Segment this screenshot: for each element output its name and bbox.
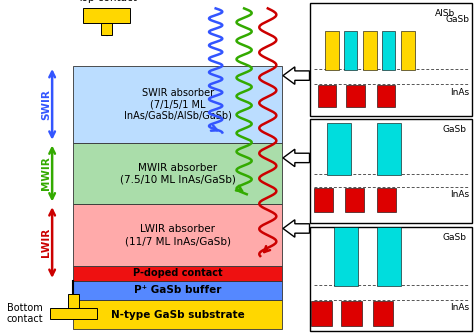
- Text: Bottom
contact: Bottom contact: [6, 303, 43, 325]
- Bar: [325, 31, 339, 70]
- Bar: [310, 119, 472, 223]
- Bar: [363, 31, 377, 70]
- Bar: [73, 142, 282, 204]
- Bar: [377, 188, 396, 212]
- Bar: [377, 85, 395, 107]
- Bar: [341, 301, 362, 326]
- Text: Top contact: Top contact: [77, 0, 137, 3]
- Bar: [73, 281, 282, 300]
- Text: P⁺ GaSb buffer: P⁺ GaSb buffer: [134, 285, 221, 295]
- Text: SWIR absorber
(7/1/5/1 ML
InAs/GaSb/AlSb/GaSb): SWIR absorber (7/1/5/1 ML InAs/GaSb/AlSb…: [124, 88, 232, 121]
- Text: LWIR absorber
(11/7 ML InAs/GaSb): LWIR absorber (11/7 ML InAs/GaSb): [125, 224, 231, 246]
- Text: SWIR: SWIR: [41, 89, 52, 120]
- Text: InAs: InAs: [450, 303, 469, 312]
- Bar: [50, 308, 97, 320]
- Bar: [334, 227, 358, 286]
- Bar: [311, 301, 332, 326]
- Text: MW: MW: [233, 0, 255, 2]
- Text: InAs: InAs: [450, 88, 469, 97]
- Bar: [382, 31, 395, 70]
- Text: LW: LW: [259, 0, 276, 2]
- Bar: [310, 3, 472, 116]
- Bar: [314, 188, 333, 212]
- Bar: [101, 23, 112, 35]
- Bar: [377, 123, 401, 175]
- Text: MWIR: MWIR: [41, 157, 52, 190]
- Bar: [327, 123, 351, 175]
- Text: P-doped contact: P-doped contact: [133, 268, 223, 279]
- Bar: [73, 266, 282, 281]
- Bar: [73, 204, 282, 266]
- Bar: [373, 301, 393, 326]
- Text: GaSb: GaSb: [443, 125, 467, 134]
- Bar: [73, 300, 282, 329]
- Bar: [346, 85, 365, 107]
- Text: GaSb: GaSb: [445, 15, 469, 24]
- Bar: [83, 8, 130, 23]
- Bar: [318, 85, 336, 107]
- Text: GaSb: GaSb: [443, 233, 467, 242]
- Bar: [344, 31, 357, 70]
- Bar: [377, 227, 401, 286]
- Bar: [68, 294, 79, 308]
- Polygon shape: [283, 67, 310, 84]
- Text: SW: SW: [206, 0, 225, 2]
- Bar: [310, 227, 472, 331]
- Bar: [345, 188, 364, 212]
- Text: AlSb: AlSb: [435, 9, 455, 18]
- Text: InAs: InAs: [450, 190, 469, 199]
- Text: MWIR absorber
(7.5/10 ML InAs/GaSb): MWIR absorber (7.5/10 ML InAs/GaSb): [120, 163, 236, 184]
- Polygon shape: [283, 220, 310, 237]
- Text: LWIR: LWIR: [41, 228, 52, 257]
- Polygon shape: [283, 149, 310, 167]
- Text: N-type GaSb substrate: N-type GaSb substrate: [111, 309, 245, 320]
- Bar: [401, 31, 415, 70]
- Bar: [73, 66, 282, 142]
